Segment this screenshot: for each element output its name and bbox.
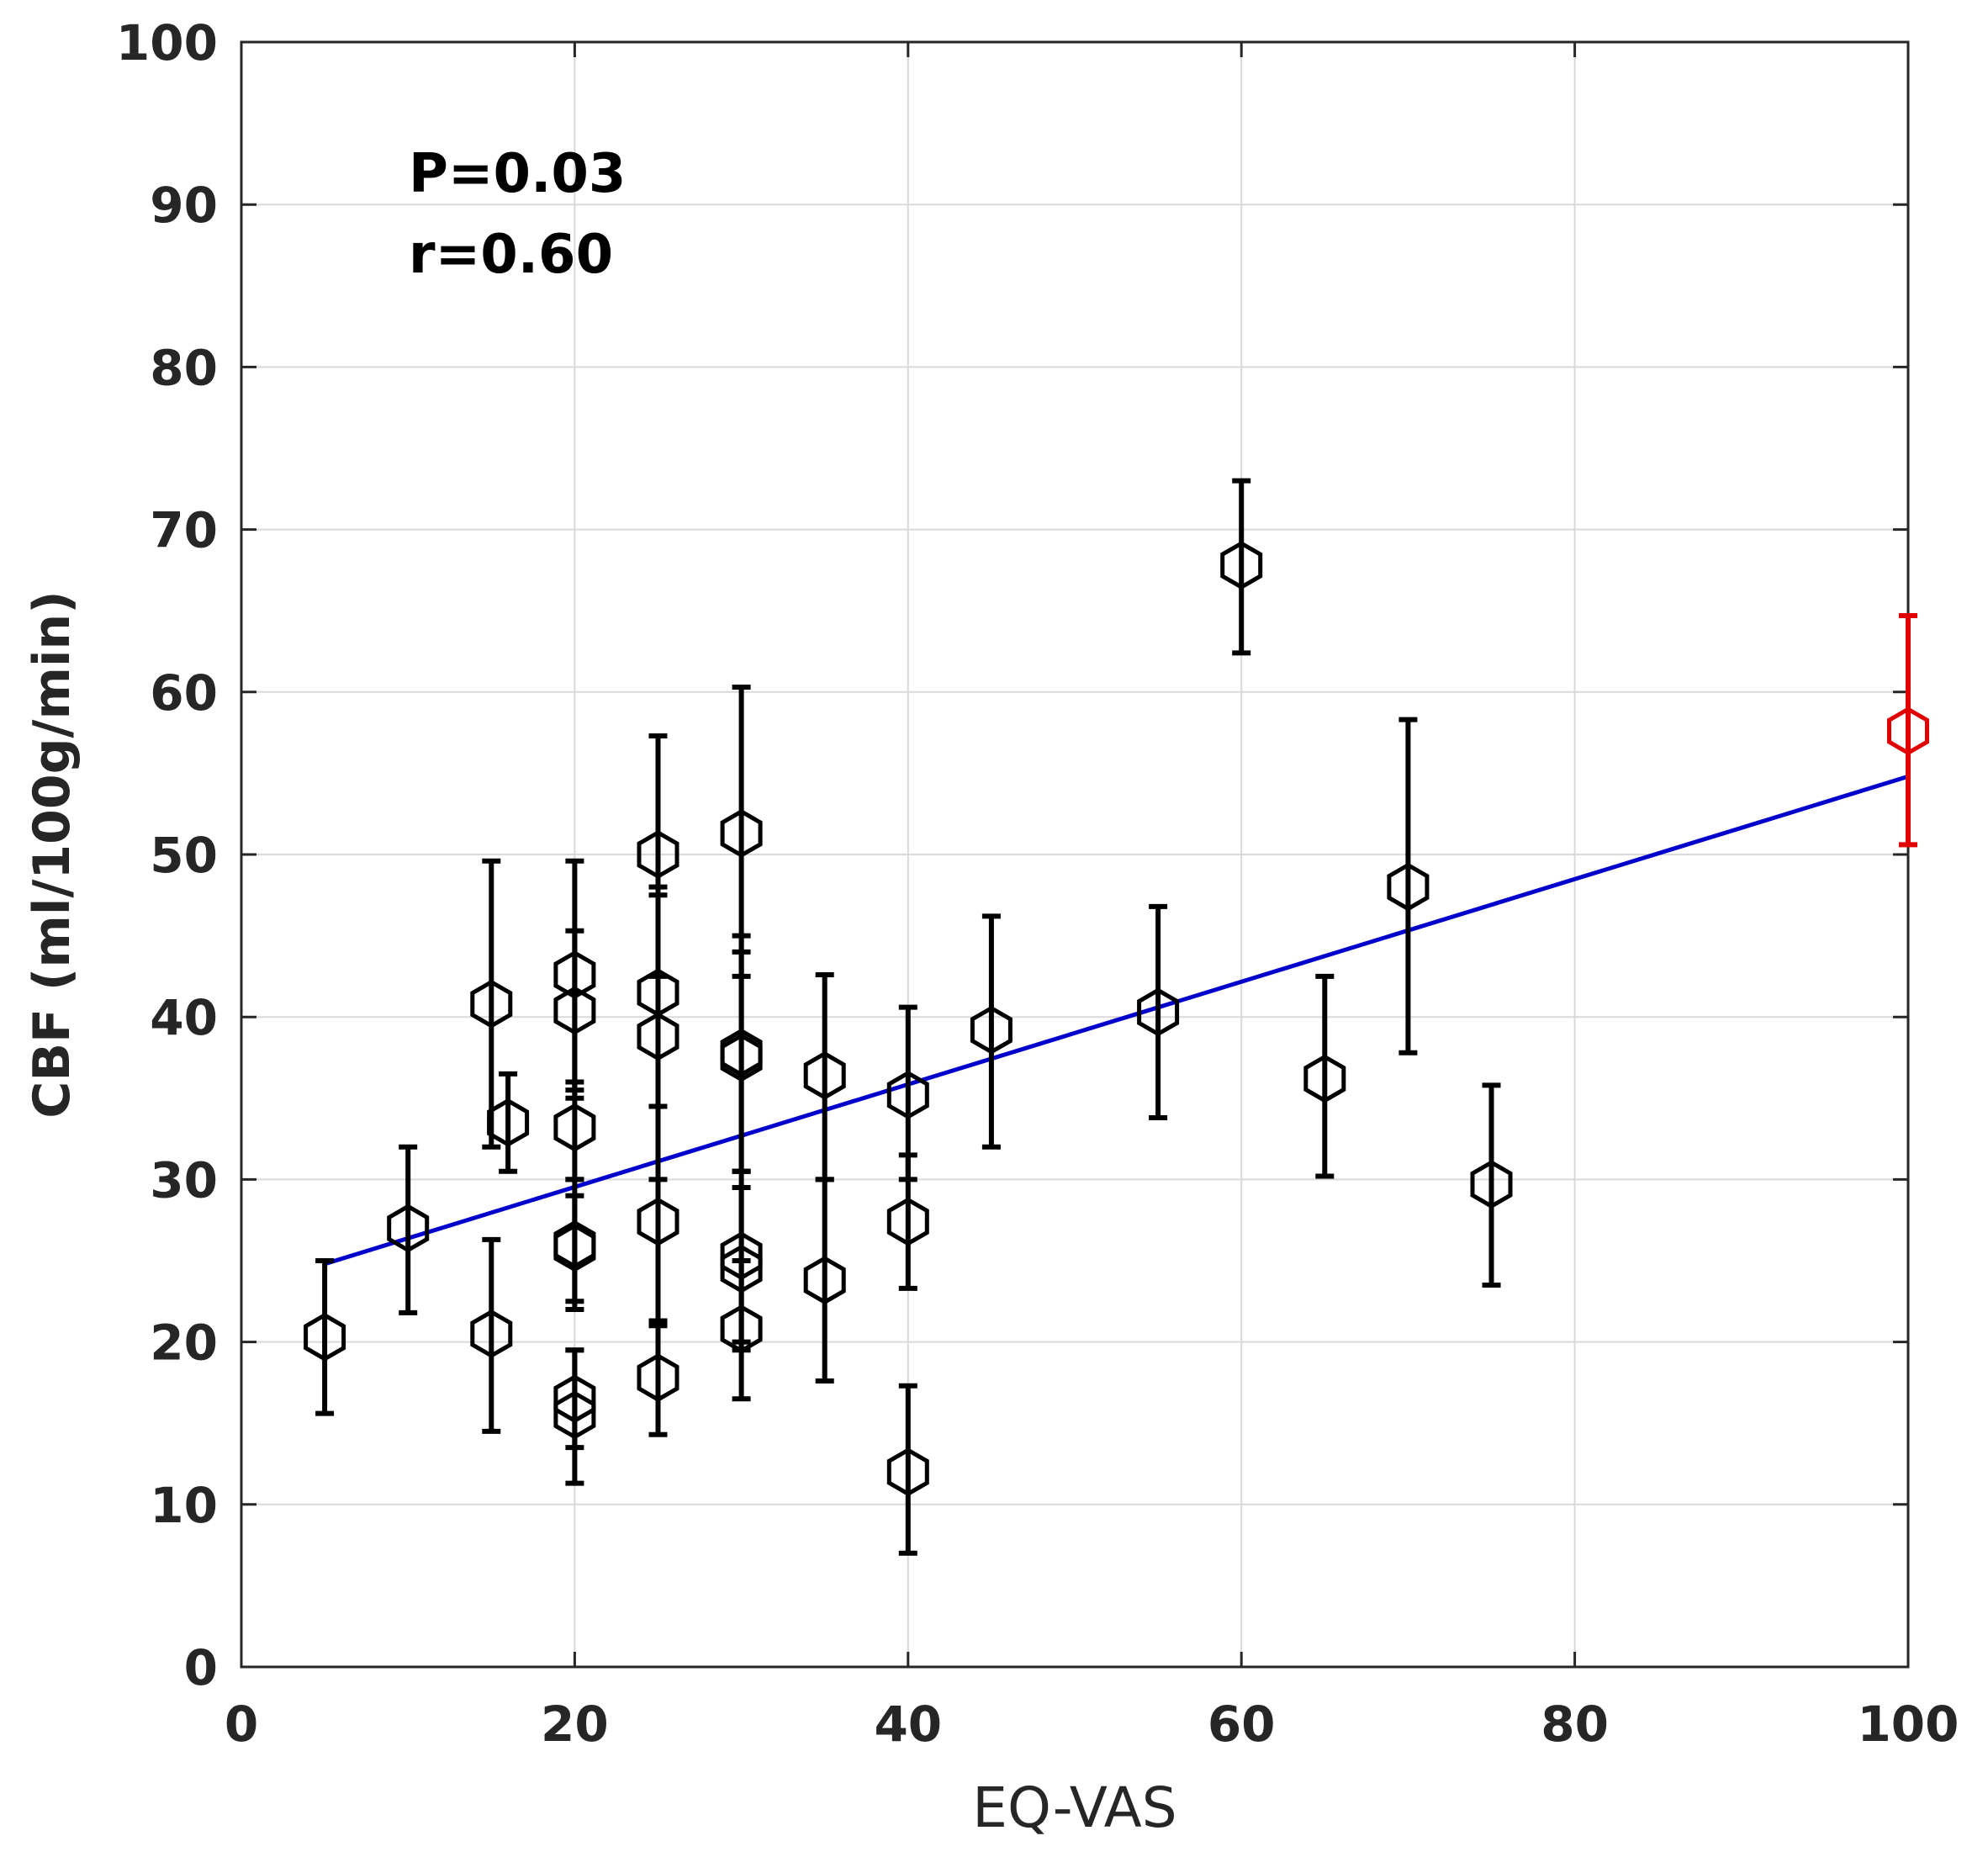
data-point <box>553 928 596 1093</box>
x-tick-label: 20 <box>541 1696 609 1753</box>
y-tick-label: 100 <box>116 14 218 71</box>
y-axis-title: CBF (ml/100g/min) <box>23 590 82 1118</box>
point-marker <box>970 1005 1013 1055</box>
y-tick-label: 50 <box>150 827 218 884</box>
y-tick-label: 90 <box>150 177 218 234</box>
data-point <box>1303 973 1346 1179</box>
y-tick-label: 70 <box>150 502 218 559</box>
data-point <box>553 1193 596 1304</box>
annotation-p-value: P=0.03 <box>409 143 626 205</box>
x-tick-label: 0 <box>225 1696 258 1753</box>
y-tick-label: 30 <box>150 1151 218 1209</box>
point-marker <box>720 809 763 858</box>
point-marker <box>803 1050 846 1100</box>
point-marker <box>803 1256 846 1305</box>
highlight-point <box>1887 612 1929 848</box>
y-tick-label: 0 <box>184 1639 218 1696</box>
y-tick-label: 40 <box>150 989 218 1046</box>
x-tick-label: 80 <box>1541 1696 1609 1753</box>
x-axis-title: EQ-VAS <box>972 1775 1176 1840</box>
point-marker <box>1470 1160 1513 1209</box>
data-point <box>803 1177 846 1383</box>
data-point <box>553 1079 596 1182</box>
point-marker <box>470 979 513 1029</box>
data-point <box>886 1152 929 1291</box>
data-point <box>637 1318 679 1437</box>
annotation-r-value: r=0.60 <box>409 224 613 286</box>
y-tick-label: 60 <box>150 664 218 722</box>
y-axis-ticks: 0 10 20 30 40 50 60 70 80 90 100 <box>116 14 1908 1696</box>
point-marker <box>886 1071 929 1119</box>
fit-line-group <box>324 774 1909 1267</box>
data-point <box>720 1258 763 1402</box>
fit-line <box>324 774 1909 1267</box>
point-marker <box>1887 706 1929 756</box>
data-point <box>470 1236 513 1434</box>
data-points <box>304 478 1513 1556</box>
data-point <box>1470 1082 1513 1288</box>
x-axis-ticks: 0 20 40 60 80 100 <box>225 42 1959 1753</box>
y-tick-label: 20 <box>150 1315 218 1372</box>
point-marker <box>553 1223 596 1272</box>
data-point <box>470 858 513 1150</box>
data-point <box>487 1071 530 1174</box>
x-tick-label: 60 <box>1208 1696 1276 1753</box>
point-marker <box>553 1103 596 1152</box>
data-point <box>637 1103 679 1329</box>
x-tick-label: 40 <box>874 1696 942 1753</box>
point-marker <box>720 1304 763 1353</box>
grid-lines <box>241 42 1908 1667</box>
point-marker <box>304 1312 346 1362</box>
point-marker <box>886 1197 929 1246</box>
point-marker <box>1220 541 1263 590</box>
y-tick-label: 80 <box>150 339 218 396</box>
point-marker <box>387 1204 430 1253</box>
data-point <box>304 1258 346 1416</box>
data-point <box>803 971 846 1182</box>
point-marker <box>637 830 679 879</box>
y-tick-label: 10 <box>150 1477 218 1534</box>
point-marker <box>553 986 596 1035</box>
point-marker <box>487 1098 530 1147</box>
data-point <box>886 1383 929 1556</box>
data-point <box>387 1144 430 1315</box>
point-marker <box>637 1012 679 1061</box>
data-point <box>1387 717 1430 1055</box>
data-point <box>553 1347 596 1486</box>
point-marker <box>1137 987 1180 1037</box>
point-marker <box>637 1353 679 1402</box>
point-marker <box>637 1197 679 1246</box>
highlight-point-group <box>1887 612 1929 848</box>
point-marker <box>553 1390 596 1440</box>
data-point <box>970 913 1013 1150</box>
point-marker <box>1387 862 1430 912</box>
x-tick-label: 100 <box>1857 1696 1959 1753</box>
point-marker <box>720 1033 763 1082</box>
data-point <box>1220 478 1263 656</box>
data-point <box>720 685 763 979</box>
data-point <box>1137 903 1180 1120</box>
point-marker <box>470 1309 513 1358</box>
point-marker <box>1303 1054 1346 1103</box>
point-marker <box>886 1447 929 1497</box>
